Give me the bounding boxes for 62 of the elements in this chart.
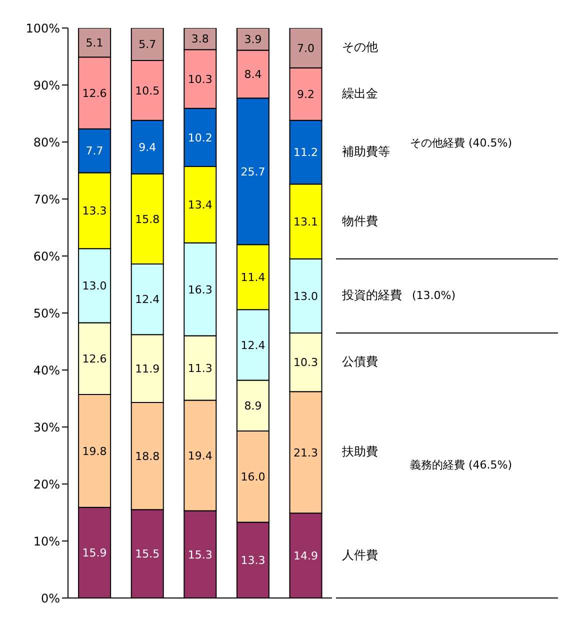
data-label: 11.4 — [240, 270, 266, 284]
data-label: 9.2 — [297, 88, 315, 102]
data-label: 14.9 — [294, 549, 318, 562]
data-label: 12.6 — [82, 86, 107, 100]
data-label: 13.0 — [294, 290, 318, 303]
data-label: 13.3 — [240, 554, 266, 567]
series-label: 人件費 — [342, 548, 378, 562]
data-label: 25.7 — [240, 165, 266, 178]
series-label: 公債費 — [342, 354, 378, 369]
data-label: 15.5 — [135, 548, 160, 561]
data-label: 3.8 — [191, 32, 209, 46]
data-label: 13.1 — [294, 215, 318, 228]
data-label: 7.7 — [86, 144, 104, 158]
data-label: 5.1 — [86, 36, 104, 50]
y-tick-label: 90% — [33, 78, 60, 92]
data-label: 10.3 — [188, 72, 212, 86]
y-tick-label: 60% — [33, 249, 60, 264]
y-tick-label: 30% — [33, 420, 60, 434]
data-label: 11.3 — [188, 362, 212, 375]
series-label: 扶助費 — [341, 444, 378, 459]
data-label: 10.5 — [135, 84, 160, 98]
data-label: 8.9 — [244, 400, 262, 413]
data-label: 3.9 — [244, 33, 262, 46]
data-label: 11.2 — [294, 146, 318, 160]
data-label: 12.4 — [135, 293, 160, 306]
y-tick-label: 0% — [40, 591, 60, 606]
data-label: 11.9 — [135, 362, 160, 376]
data-label: 19.4 — [188, 449, 212, 462]
text: その他経費 (40.5%) — [410, 136, 512, 150]
text: 義務的経費 (46.5%) — [410, 458, 512, 472]
series-label: 物件費 — [342, 214, 378, 228]
text: (13.0%) — [412, 288, 456, 302]
data-label: 5.7 — [138, 38, 156, 52]
y-tick-label: 20% — [33, 477, 60, 492]
data-label: 12.4 — [240, 338, 266, 352]
y-tick-label: 70% — [33, 192, 60, 206]
data-label: 9.4 — [138, 141, 156, 154]
data-label: 15.8 — [135, 212, 160, 226]
data-label: 13.0 — [82, 280, 107, 293]
series-label: 補助費等 — [342, 144, 390, 159]
y-tick-label: 80% — [33, 135, 60, 150]
data-label: 10.3 — [294, 356, 318, 370]
data-label: 13.4 — [188, 198, 212, 212]
data-label: 19.8 — [82, 444, 107, 458]
series-label: 投資的経費 — [341, 288, 402, 302]
data-label: 21.3 — [294, 446, 318, 460]
data-label: 15.3 — [188, 548, 212, 562]
series-label: その他 — [342, 40, 378, 54]
y-tick-label: 50% — [33, 306, 60, 320]
data-label: 15.9 — [82, 546, 107, 560]
data-label: 12.6 — [82, 352, 107, 366]
data-label: 10.2 — [188, 131, 212, 144]
y-tick-label: 40% — [33, 363, 60, 378]
y-tick-label: 100% — [26, 21, 60, 36]
series-label: 繰出金 — [341, 86, 378, 100]
data-label: 16.0 — [240, 470, 266, 484]
data-label: 13.3 — [82, 204, 107, 218]
data-label: 18.8 — [135, 450, 160, 463]
data-label: 8.4 — [244, 68, 262, 82]
y-tick-label: 10% — [33, 534, 60, 548]
data-label: 7.0 — [297, 42, 315, 55]
data-label: 16.3 — [188, 283, 212, 296]
